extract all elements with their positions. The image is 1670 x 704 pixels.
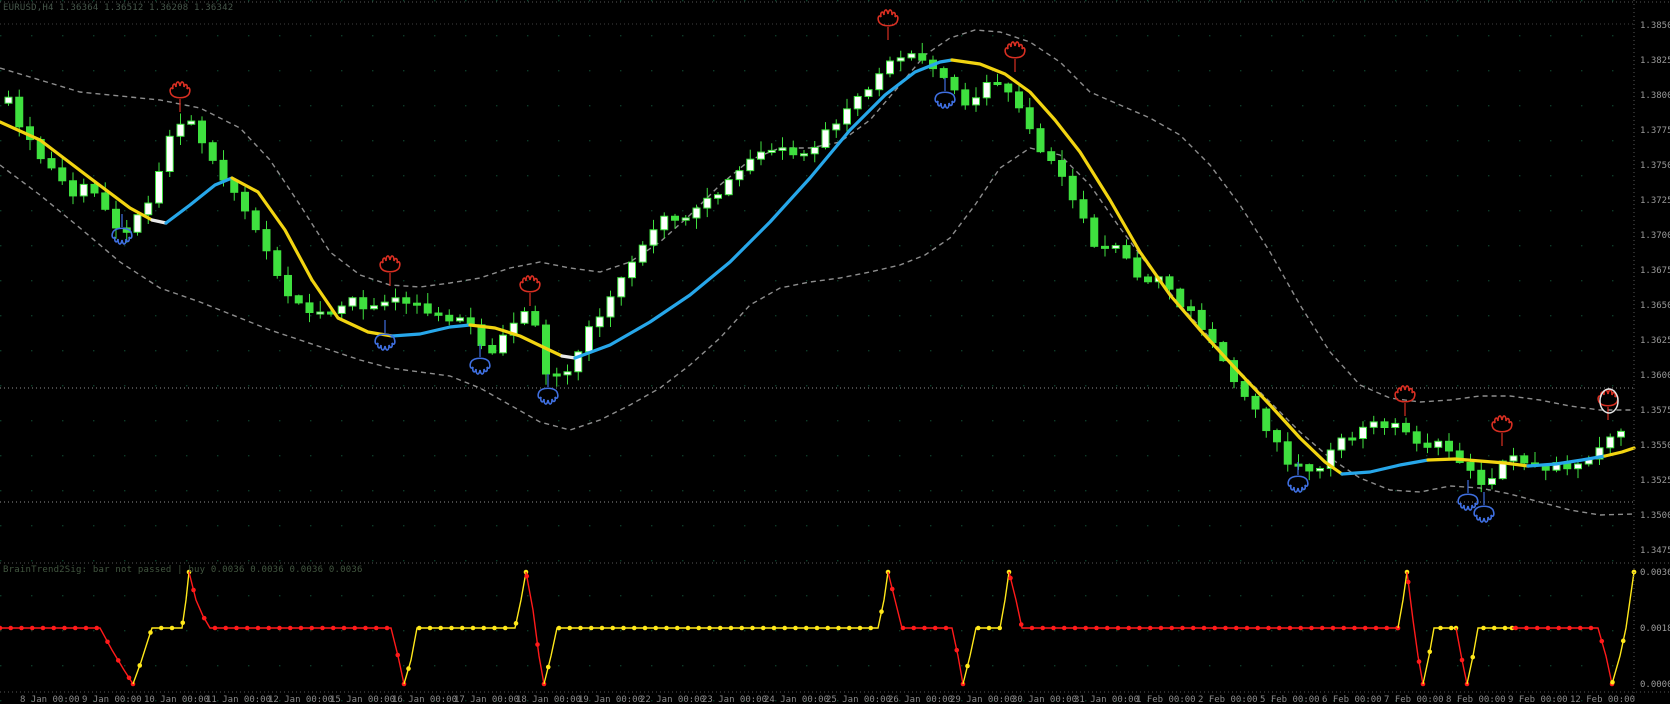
- svg-text:1.3750: 1.3750: [1640, 161, 1670, 171]
- sell-signal-hand-icon: [1394, 385, 1416, 416]
- svg-text:22 Jan 00:00: 22 Jan 00:00: [640, 695, 705, 704]
- grid: [0, 0, 1634, 704]
- svg-text:31 Jan 00:00: 31 Jan 00:00: [1074, 695, 1139, 704]
- svg-text:1.3525: 1.3525: [1640, 476, 1670, 486]
- bollinger-bands: [0, 29, 1635, 516]
- svg-text:29 Jan 00:00: 29 Jan 00:00: [950, 695, 1015, 704]
- svg-text:1.3775: 1.3775: [1640, 126, 1670, 136]
- sell-signal-hand-icon: [379, 255, 401, 286]
- sell-signal-hand-icon: [1004, 41, 1026, 72]
- svg-text:15 Jan 00:00: 15 Jan 00:00: [330, 695, 395, 704]
- sub-indicator: [0, 569, 1637, 687]
- svg-text:1.3650: 1.3650: [1640, 301, 1670, 311]
- sell-signal-hand-icon: [877, 9, 899, 40]
- svg-text:24 Jan 00:00: 24 Jan 00:00: [764, 695, 829, 704]
- svg-text:0.0018: 0.0018: [1640, 624, 1670, 634]
- svg-text:0.0000: 0.0000: [1640, 680, 1670, 690]
- buy-signal-hand-icon: [111, 214, 133, 245]
- svg-text:26 Jan 00:00: 26 Jan 00:00: [888, 695, 953, 704]
- svg-text:10 Jan 00:00: 10 Jan 00:00: [144, 695, 209, 704]
- svg-text:12 Jan 00:00: 12 Jan 00:00: [268, 695, 333, 704]
- svg-text:1.3575: 1.3575: [1640, 406, 1670, 416]
- buy-signal-hand-icon: [537, 374, 559, 405]
- svg-text:19 Jan 00:00: 19 Jan 00:00: [578, 695, 643, 704]
- svg-text:1 Feb 00:00: 1 Feb 00:00: [1136, 695, 1196, 704]
- buy-signal-hand-icon: [1457, 480, 1479, 511]
- svg-text:2 Feb 00:00: 2 Feb 00:00: [1198, 695, 1258, 704]
- svg-text:7 Feb 00:00: 7 Feb 00:00: [1384, 695, 1444, 704]
- chart-symbol-title: EURUSD,H4 1.36364 1.36512 1.36208 1.3634…: [3, 3, 234, 13]
- sub-indicator-label: BrainTrend2Sig: bar not passed | buy 0.0…: [3, 565, 363, 575]
- sell-signal-hand-icon: [169, 81, 191, 112]
- svg-text:0.0036: 0.0036: [1640, 568, 1670, 578]
- svg-text:1.3700: 1.3700: [1640, 231, 1670, 241]
- price-axis[interactable]: 1.3850 1.3825 1.3800 1.3775 1.3750 1.3725 1.37…: [1633, 0, 1670, 704]
- signal-hands: [111, 9, 1619, 523]
- svg-text:1.3725: 1.3725: [1640, 196, 1670, 206]
- buy-signal-hand-icon: [1473, 492, 1495, 523]
- svg-text:6 Feb 00:00: 6 Feb 00:00: [1322, 695, 1382, 704]
- buy-signal-hand-icon: [1287, 462, 1309, 493]
- svg-text:1.3600: 1.3600: [1640, 371, 1670, 381]
- svg-text:30 Jan 00:00: 30 Jan 00:00: [1012, 695, 1077, 704]
- svg-text:1.3475: 1.3475: [1640, 546, 1670, 556]
- svg-text:23 Jan 00:00: 23 Jan 00:00: [702, 695, 767, 704]
- svg-text:1.3825: 1.3825: [1640, 56, 1670, 66]
- svg-text:12 Feb 00:00: 12 Feb 00:00: [1570, 695, 1635, 704]
- svg-text:5 Feb 00:00: 5 Feb 00:00: [1260, 695, 1320, 704]
- svg-text:1.3625: 1.3625: [1640, 336, 1670, 346]
- svg-text:1.3550: 1.3550: [1640, 441, 1670, 451]
- svg-text:25 Jan 00:00: 25 Jan 00:00: [826, 695, 891, 704]
- svg-text:11 Jan 00:00: 11 Jan 00:00: [206, 695, 271, 704]
- svg-text:17 Jan 00:00: 17 Jan 00:00: [454, 695, 519, 704]
- candlesticks: [4, 42, 1625, 493]
- svg-text:9 Feb 00:00: 9 Feb 00:00: [1508, 695, 1568, 704]
- sell-signal-hand-icon: [519, 275, 541, 306]
- svg-text:16 Jan 00:00: 16 Jan 00:00: [392, 695, 457, 704]
- svg-text:1.3850: 1.3850: [1640, 21, 1670, 31]
- svg-text:1.3675: 1.3675: [1640, 266, 1670, 276]
- svg-text:18 Jan 00:00: 18 Jan 00:00: [516, 695, 581, 704]
- svg-text:1.3500: 1.3500: [1640, 511, 1670, 521]
- svg-text:8 Jan 00:00: 8 Jan 00:00: [20, 695, 80, 704]
- buy-signal-hand-icon: [934, 78, 956, 109]
- trend-line: [0, 58, 1636, 476]
- svg-text:1.3800: 1.3800: [1640, 91, 1670, 101]
- sell-signal-hand-icon: [1491, 415, 1513, 446]
- svg-text:8 Feb 00:00: 8 Feb 00:00: [1446, 695, 1506, 704]
- svg-text:9 Jan 00:00: 9 Jan 00:00: [82, 695, 142, 704]
- buy-signal-hand-icon: [374, 320, 396, 351]
- buy-signal-hand-icon: [469, 344, 491, 375]
- highlight-circle-annotation: [1599, 388, 1619, 414]
